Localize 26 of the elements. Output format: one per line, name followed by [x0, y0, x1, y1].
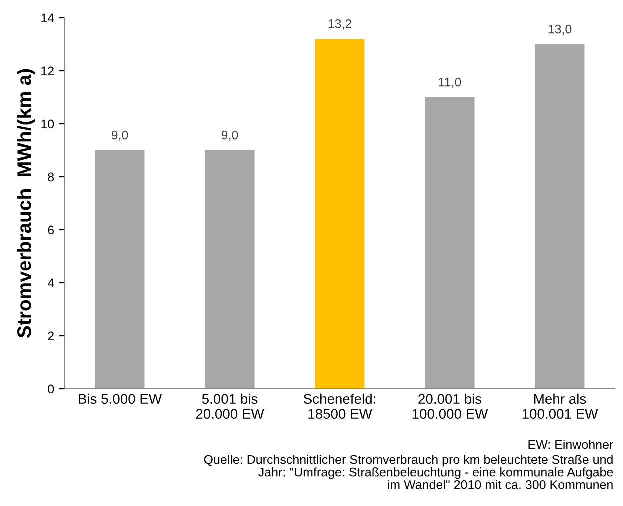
- y-tick-label: 0: [48, 384, 54, 394]
- data-label: 9,0: [222, 130, 238, 142]
- x-tick-label: 5.001 bis 20.000 EW: [196, 394, 264, 420]
- x-tick-label: Schenefeld: 18500 EW: [304, 394, 376, 420]
- bar: [205, 150, 255, 389]
- y-tick-label: 10: [42, 120, 54, 129]
- y-tick-label: 12: [42, 66, 54, 76]
- y-tick-label: 14: [42, 14, 54, 23]
- source-note: Quelle: Durchschnittlicher Stromverbrauch pro km beleuchtete Straße und Jahr: "Umfrage: Straßenbeleuchtung - eine kommunale Aufgabe im Wandel" 2010 mit ca. 300 Kommunen: [204, 455, 614, 490]
- y-tick-label: 8: [48, 172, 54, 182]
- x-tick-label: Mehr als 100.001 EW: [522, 394, 598, 420]
- data-label: 13,0: [548, 24, 572, 36]
- x-tick-label: Bis 5.000 EW: [79, 394, 162, 404]
- y-axis-title: Stromverbrauch MWh/(km a): [17, 69, 36, 338]
- data-label: 11,0: [439, 78, 462, 88]
- text: EW: Einwohner: [528, 440, 614, 450]
- y-tick-label: 4: [48, 278, 54, 288]
- bar: [315, 39, 365, 389]
- bar: [95, 150, 145, 389]
- x-tick-label: 20.001 bis 100.000 EW: [412, 394, 488, 420]
- data-label: 13,2: [328, 20, 352, 30]
- data-label: 9,0: [112, 130, 128, 142]
- bar: [535, 44, 585, 389]
- bar: [425, 98, 475, 389]
- y-tick-label: 6: [48, 226, 54, 235]
- y-tick-label: 2: [48, 332, 54, 341]
